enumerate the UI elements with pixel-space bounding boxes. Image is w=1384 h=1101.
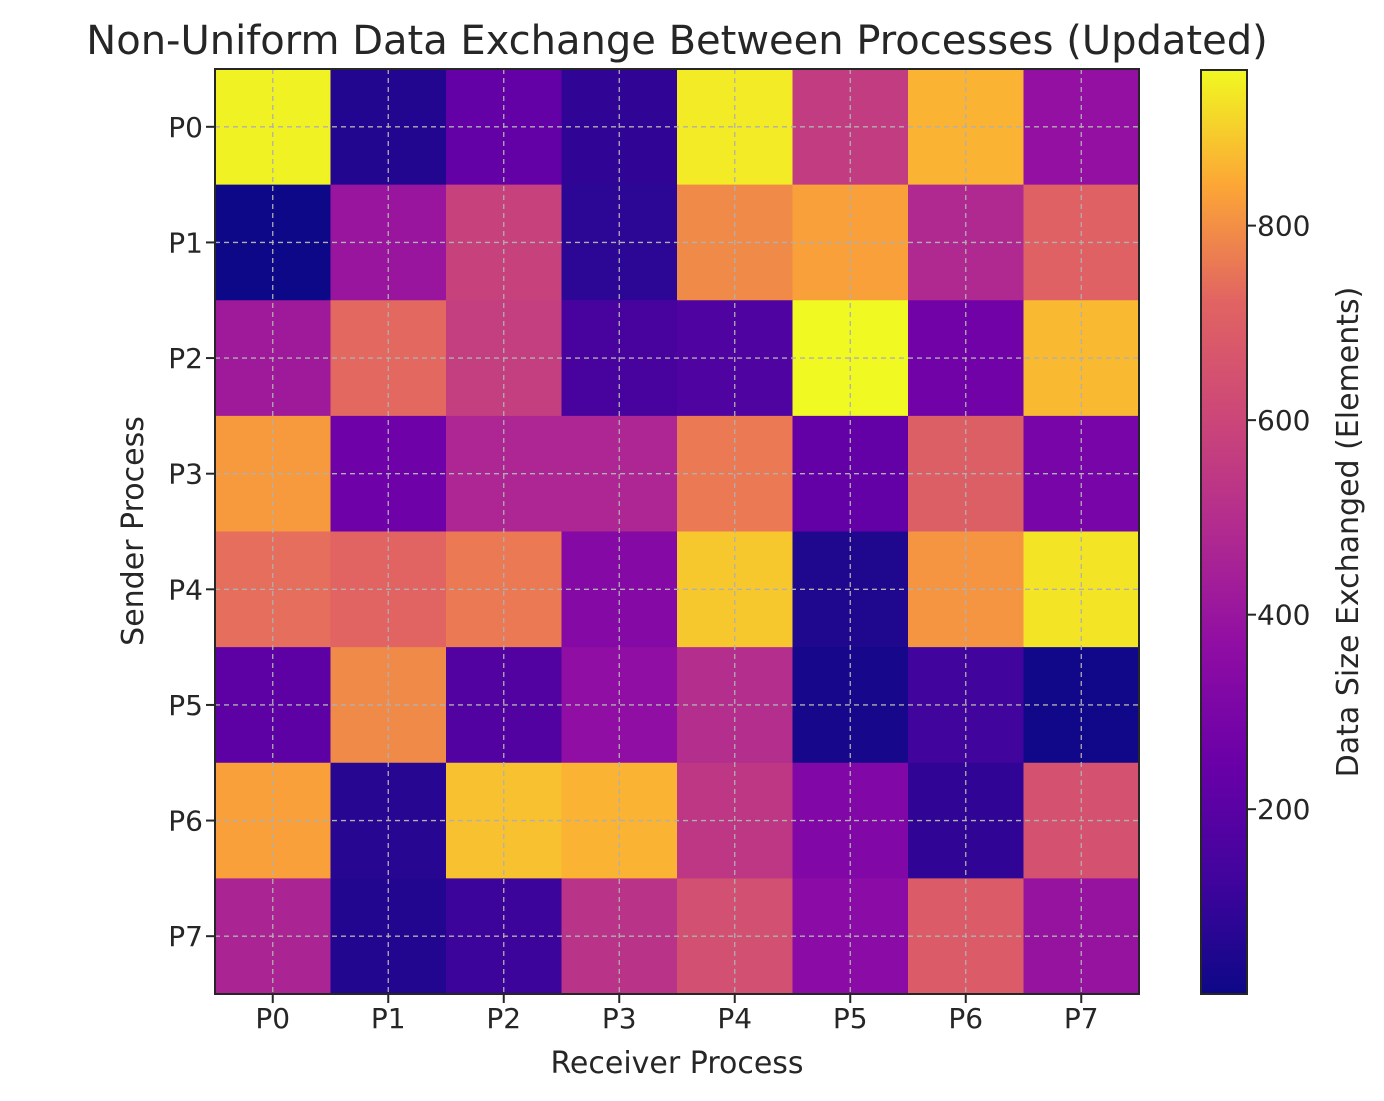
y-tick-label: P3	[168, 458, 203, 491]
grid-lines	[215, 69, 1139, 994]
x-tick-label: P0	[255, 1002, 290, 1035]
chart-title: Non-Uniform Data Exchange Between Proces…	[86, 18, 1267, 64]
x-tick-label: P4	[717, 1002, 752, 1035]
colorbar-label: Data Size Exchanged (Elements)	[1331, 287, 1366, 778]
y-tick-label: P2	[168, 342, 203, 375]
colorbar	[1200, 69, 1248, 995]
y-tick-label: P0	[168, 111, 203, 144]
x-tick-label: P7	[1064, 1002, 1099, 1035]
colorbar-tick-label: 800	[1257, 210, 1310, 243]
colorbar-tick-label: 200	[1257, 793, 1310, 826]
y-tick-label: P6	[168, 805, 203, 838]
plot-frame	[214, 68, 1140, 995]
x-axis-label: Receiver Process	[550, 1046, 803, 1081]
y-axis-ticks: P0 P1 P2 P3 P4 P5 P6 P7	[168, 111, 215, 953]
x-tick-label: P1	[371, 1002, 406, 1035]
y-tick-label: P4	[168, 573, 203, 606]
colorbar-tick-label: 600	[1257, 404, 1310, 437]
x-axis-ticks: P0 P1 P2 P3 P4 P5 P6 P7	[255, 994, 1099, 1035]
y-tick-label: P1	[168, 226, 203, 259]
x-tick-label: P3	[602, 1002, 637, 1035]
y-tick-label: P5	[168, 689, 203, 722]
colorbar-ticks: 200 400 600 800	[1247, 210, 1310, 826]
y-axis-label: Sender Process	[116, 416, 151, 646]
colorbar-tick-label: 400	[1257, 599, 1310, 632]
y-tick-label: P7	[168, 920, 203, 953]
x-tick-label: P6	[948, 1002, 983, 1035]
x-tick-label: P5	[833, 1002, 868, 1035]
x-tick-label: P2	[486, 1002, 521, 1035]
heatmap-cells	[215, 69, 1140, 995]
